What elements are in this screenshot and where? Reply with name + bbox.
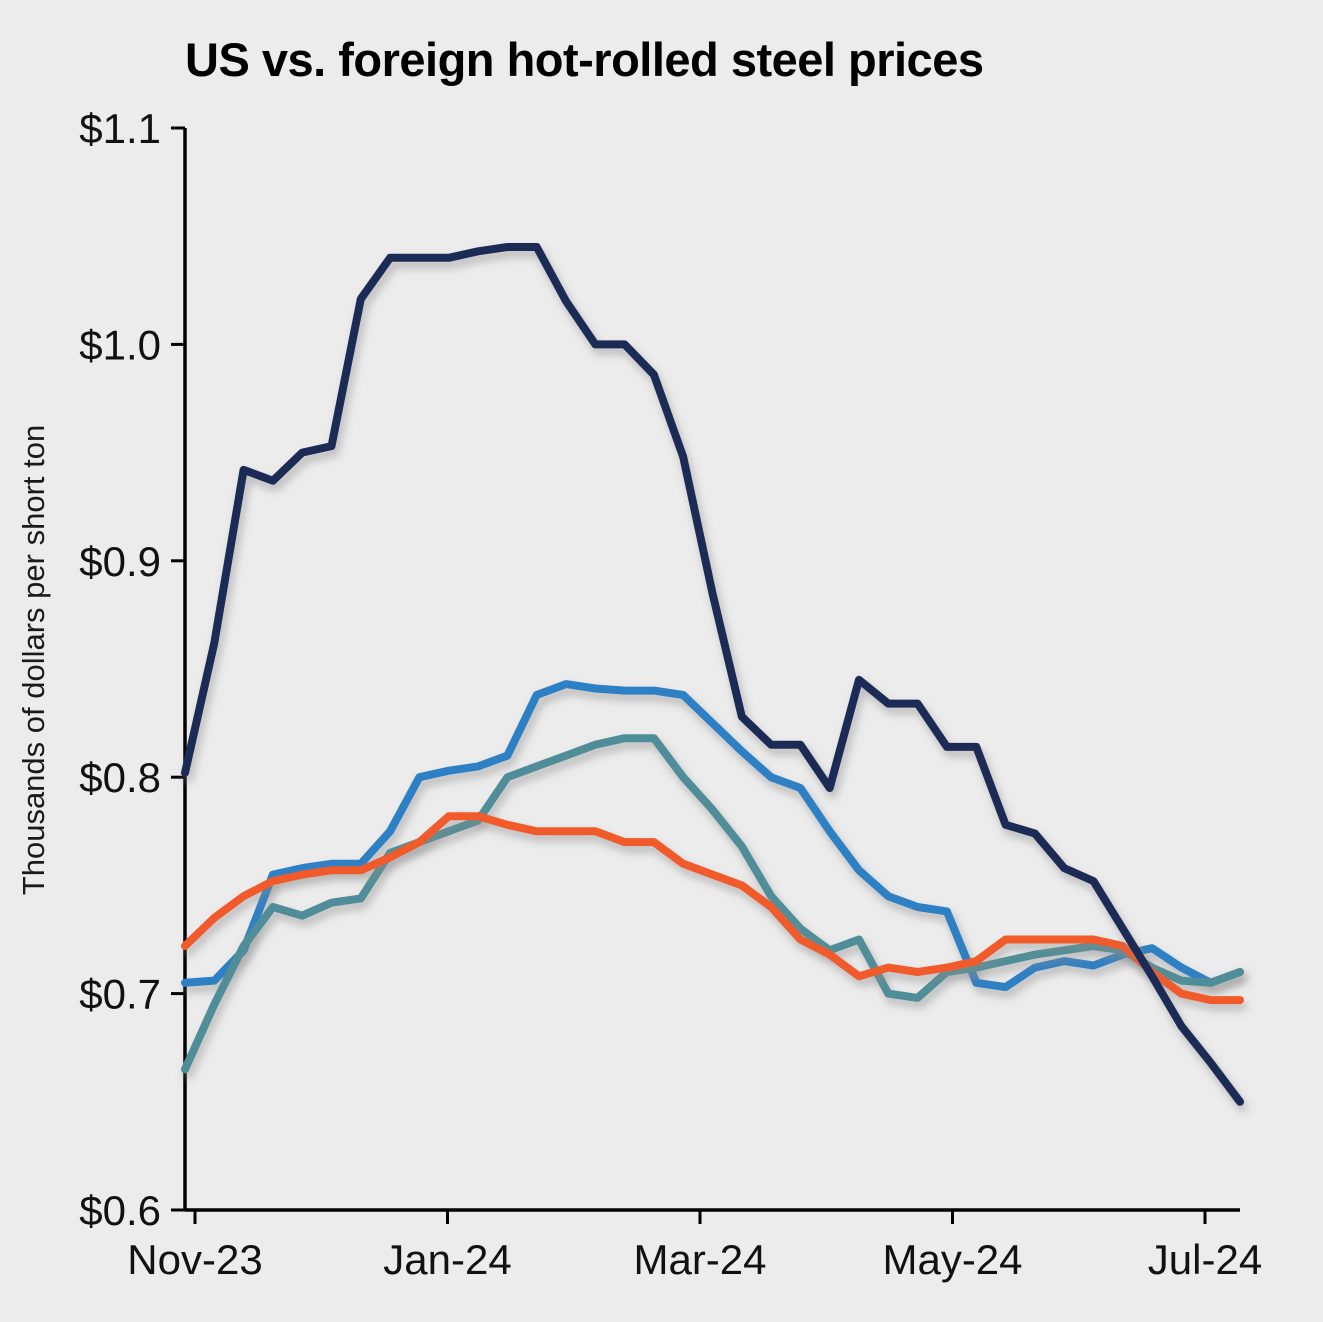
series-line-blue — [181, 680, 1244, 992]
series-line-orange — [181, 812, 1244, 1005]
y-tick-label: $1.0 — [79, 321, 161, 368]
y-tick-label: $1.1 — [79, 105, 161, 152]
x-tick-label: Nov-23 — [127, 1236, 262, 1283]
x-tick-label: May-24 — [882, 1236, 1022, 1283]
chart-title: US vs. foreign hot-rolled steel prices — [185, 33, 984, 86]
series-line-navy — [181, 243, 1244, 1106]
x-tick-label: Jul-24 — [1148, 1236, 1262, 1283]
y-tick-label: $0.6 — [79, 1187, 161, 1234]
y-tick-label: $0.8 — [79, 754, 161, 801]
y-tick-label: $0.9 — [79, 538, 161, 585]
x-tick-label: Jan-24 — [383, 1236, 511, 1283]
series-line-teal — [181, 734, 1244, 1074]
x-tick-label: Mar-24 — [633, 1236, 766, 1283]
y-tick-label: $0.7 — [79, 971, 161, 1018]
